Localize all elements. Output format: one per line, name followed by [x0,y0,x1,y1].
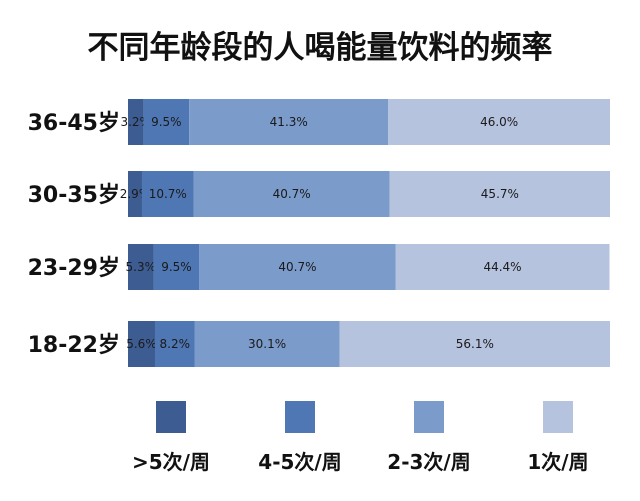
data-label: 40.7% [273,187,311,201]
legend-label: >5次/周 [132,450,210,474]
data-label: 9.5% [151,115,182,129]
category-label: 36-45岁 [28,110,120,136]
legend-label: 2-3次/周 [387,450,470,474]
category-label: 23-29岁 [28,255,120,281]
legend-label: 1次/周 [527,450,588,474]
data-label: 10.7% [149,187,187,201]
legend-swatch [156,401,186,433]
bar-segment [128,321,155,367]
data-label: 30.1% [248,337,286,351]
bar-segment [189,99,389,145]
legend-label: 4-5次/周 [258,450,341,474]
data-label: 41.3% [270,115,308,129]
data-label: 5.6% [126,337,157,351]
data-label: 40.7% [278,260,316,274]
data-label: 46.0% [480,115,518,129]
bar-segment [199,244,396,290]
data-label: 44.4% [483,260,521,274]
bar-segment [128,99,144,145]
data-label: 56.1% [456,337,494,351]
bar-segment [128,171,142,217]
data-label: 3.2% [120,115,151,129]
bar-segment [141,171,194,217]
data-label: 9.5% [161,260,192,274]
legend-swatch [414,401,444,433]
data-label: 45.7% [481,187,519,201]
legend-swatch [543,401,573,433]
legend-swatch [285,401,315,433]
bar-segment [339,321,610,367]
data-label: 8.2% [160,337,191,351]
bar-segment [143,99,190,145]
bar-segment [154,321,195,367]
bar-segment [389,171,610,217]
bar-segment [153,244,200,290]
bar-segment [395,244,610,290]
chart-title: 不同年龄段的人喝能量饮料的频率 [87,30,553,66]
category-label: 30-35岁 [28,182,120,208]
bar-segment [388,99,610,145]
data-label: 5.3% [126,260,157,274]
bar-segment [193,171,390,217]
bar-segment [128,244,154,290]
category-label: 18-22岁 [28,332,120,358]
bar-segment [194,321,340,367]
